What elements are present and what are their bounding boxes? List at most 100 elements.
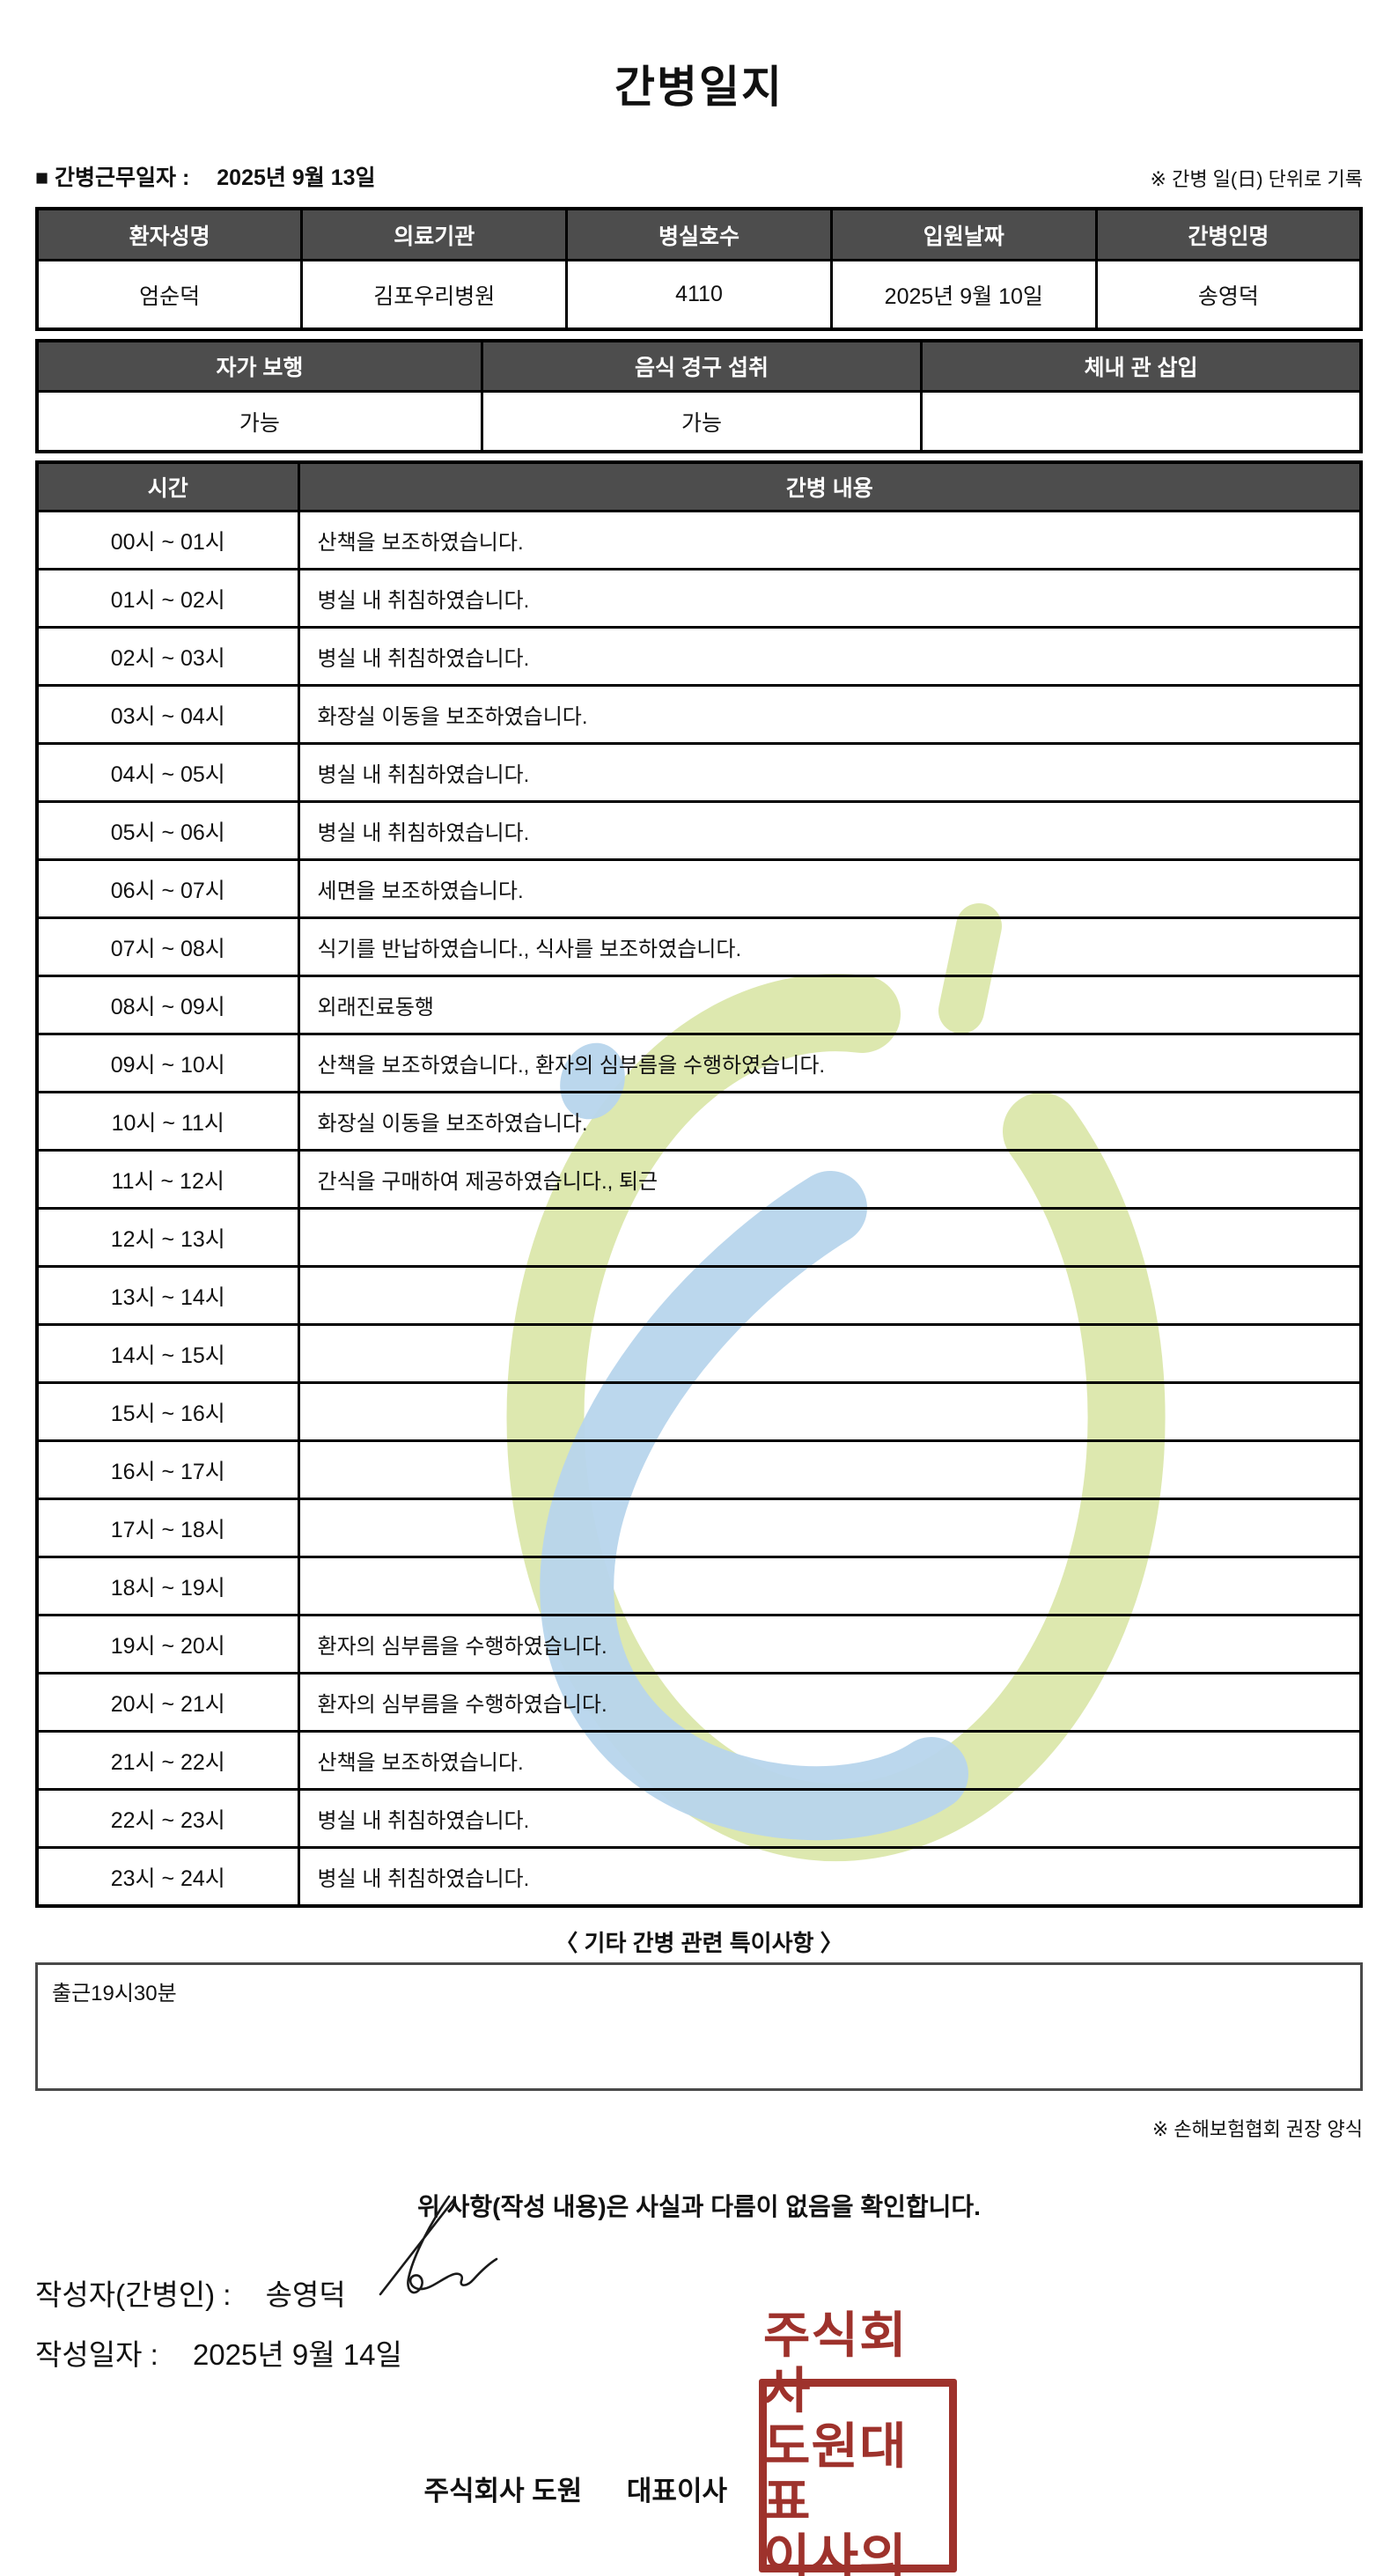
care-content: 병실 내 취침하였습니다. (297, 742, 1363, 803)
confirmation-statement: 위 사항(작성 내용)은 사실과 다름이 없음을 확인합니다. (417, 2193, 981, 2220)
caregiver-name-header: 간병인명 (1094, 207, 1363, 261)
time-slot: 08시 ~ 09시 (35, 975, 300, 1035)
time-slot: 22시 ~ 23시 (35, 1788, 300, 1849)
care-content: 화장실 이동을 보조하였습니다. (297, 684, 1363, 745)
time-slot: 19시 ~ 20시 (35, 1614, 300, 1674)
care-content: 병실 내 취침하였습니다. (297, 568, 1363, 629)
work-date-line: ■ 간병근무일자 : 2025년 9월 13일 (35, 160, 376, 192)
time-slot: 23시 ~ 24시 (35, 1846, 300, 1908)
time-slot: 14시 ~ 15시 (35, 1323, 300, 1384)
care-content (297, 1381, 1363, 1442)
page-title: 간병일지 (614, 63, 784, 112)
time-slot: 21시 ~ 22시 (35, 1730, 300, 1791)
care-log-row: 20시 ~ 21시 환자의 심부름을 수행하였습니다. (35, 1672, 1363, 1733)
status-value-row: 가능 가능 (35, 390, 1363, 453)
care-content (297, 1323, 1363, 1384)
company-name: 주식회사 도원 (423, 2476, 583, 2506)
time-slot: 05시 ~ 06시 (35, 800, 300, 861)
patient-info-table: 환자성명 의료기관 병실호수 입원날짜 간병인명 엄순덕 김포우리병원 4110… (35, 207, 1363, 331)
care-content: 식기를 반납하였습니다., 식사를 보조하였습니다. (297, 916, 1363, 977)
care-log-row: 00시 ~ 01시 산책을 보조하였습니다. (35, 510, 1363, 570)
stamp-text-line: 도원대표 (762, 2420, 908, 2530)
time-slot: 12시 ~ 13시 (35, 1207, 300, 1268)
recommended-form-note: ※ 손해보험협회 권장 양식 (1152, 2118, 1363, 2140)
care-content (297, 1439, 1363, 1500)
time-slot: 16시 ~ 17시 (35, 1439, 300, 1500)
care-content: 세면을 보조하였습니다. (297, 858, 1363, 919)
special-notes-box: 출근19시30분 (35, 1962, 1363, 2091)
care-content: 간식을 구매하여 제공하였습니다., 퇴근 (297, 1149, 1363, 1210)
writer-line: 작성자(간병인) : 송영덕 (35, 2276, 1363, 2315)
care-content (297, 1556, 1363, 1616)
care-log-row: 02시 ~ 03시 병실 내 취침하였습니다. (35, 626, 1363, 687)
time-slot: 11시 ~ 12시 (35, 1149, 300, 1210)
care-log-row: 19시 ~ 20시 환자의 심부름을 수행하였습니다. (35, 1614, 1363, 1674)
care-log-row: 08시 ~ 09시 외래진료동행 (35, 975, 1363, 1035)
care-log-row: 22시 ~ 23시 병실 내 취침하였습니다. (35, 1788, 1363, 1849)
care-log-row: 03시 ~ 04시 화장실 이동을 보조하였습니다. (35, 684, 1363, 745)
care-log-row: 15시 ~ 16시 (35, 1381, 1363, 1442)
care-content: 환자의 심부름을 수행하였습니다. (297, 1614, 1363, 1674)
time-slot: 04시 ~ 05시 (35, 742, 300, 803)
meta-row: ■ 간병근무일자 : 2025년 9월 13일 ※ 간병 일(日) 단위로 기록 (35, 164, 1363, 192)
time-slot: 20시 ~ 21시 (35, 1672, 300, 1733)
care-content: 병실 내 취침하였습니다. (297, 1846, 1363, 1908)
care-content: 병실 내 취침하였습니다. (297, 626, 1363, 687)
writer-name: 송영덕 (265, 2278, 346, 2311)
time-slot: 03시 ~ 04시 (35, 684, 300, 745)
written-date-line: 작성일자 : 2025년 9월 14일 (35, 2336, 1363, 2374)
care-content: 환자의 심부름을 수행하였습니다. (297, 1672, 1363, 1733)
status-header-row: 자가 보행 음식 경구 섭취 체내 관 삽입 (35, 339, 1363, 393)
self-walking-header: 자가 보행 (35, 339, 483, 393)
room-number-value: 4110 (565, 259, 833, 331)
tube-insertion-value (920, 390, 1363, 453)
oral-intake-value: 가능 (480, 390, 923, 453)
care-log-row: 12시 ~ 13시 (35, 1207, 1363, 1268)
tube-insertion-header: 체내 관 삽입 (920, 339, 1363, 393)
care-log-row: 07시 ~ 08시 식기를 반납하였습니다., 식사를 보조하였습니다. (35, 916, 1363, 977)
caregiver-name-value: 송영덕 (1094, 259, 1363, 331)
time-slot: 18시 ~ 19시 (35, 1556, 300, 1616)
work-date-label: ■ 간병근무일자 : (35, 166, 190, 190)
patient-status-table: 자가 보행 음식 경구 섭취 체내 관 삽입 가능 가능 (35, 339, 1363, 453)
time-slot: 00시 ~ 01시 (35, 510, 300, 570)
time-slot: 06시 ~ 07시 (35, 858, 300, 919)
care-log-row: 13시 ~ 14시 (35, 1265, 1363, 1326)
room-number-header: 병실호수 (565, 207, 833, 261)
written-date-label: 작성일자 : (35, 2338, 158, 2371)
care-log-row: 16시 ~ 17시 (35, 1439, 1363, 1500)
care-log-table: 시간 간병 내용 00시 ~ 01시 산책을 보조하였습니다. 01시 ~ 02시… (35, 460, 1363, 1908)
care-log-header-row: 시간 간병 내용 (35, 460, 1363, 512)
care-content: 병실 내 취침하였습니다. (297, 1788, 1363, 1849)
patient-name-value: 엄순덕 (35, 259, 304, 331)
written-date-value: 2025년 9월 14일 (192, 2338, 402, 2371)
time-slot: 02시 ~ 03시 (35, 626, 300, 687)
care-log-row: 21시 ~ 22시 산책을 보조하였습니다. (35, 1730, 1363, 1791)
time-slot: 15시 ~ 16시 (35, 1381, 300, 1442)
care-log-row: 17시 ~ 18시 (35, 1498, 1363, 1558)
care-log-row: 14시 ~ 15시 (35, 1323, 1363, 1384)
patient-name-header: 환자성명 (35, 207, 304, 261)
admission-date-header: 입원날짜 (829, 207, 1098, 261)
time-slot: 09시 ~ 10시 (35, 1033, 300, 1093)
stamp-text-line: 이사의인 (762, 2531, 908, 2576)
ceo-title: 대표이사 (626, 2476, 727, 2506)
care-log-row: 23시 ~ 24시 병실 내 취침하였습니다. (35, 1846, 1363, 1908)
medical-institution-value: 김포우리병원 (300, 259, 569, 331)
care-content: 산책을 보조하였습니다. (297, 1730, 1363, 1791)
writer-label: 작성자(간병인) : (35, 2278, 232, 2311)
oral-intake-header: 음식 경구 섭취 (480, 339, 923, 393)
care-content: 병실 내 취침하였습니다. (297, 800, 1363, 861)
care-content (297, 1498, 1363, 1558)
admission-date-value: 2025년 9월 10일 (829, 259, 1098, 331)
time-slot: 10시 ~ 11시 (35, 1091, 300, 1152)
company-footer: 주식회사 도원 대표이사 주식회사 도원대표 이사의인 (35, 2309, 1363, 2576)
self-walking-value: 가능 (35, 390, 483, 453)
time-header: 시간 (35, 460, 300, 512)
special-notes-content: 출근19시30분 (52, 1982, 177, 2006)
care-log-row: 09시 ~ 10시 산책을 보조하였습니다., 환자의 심부름을 수행하였습니다. (35, 1033, 1363, 1093)
care-content: 화장실 이동을 보조하였습니다. (297, 1091, 1363, 1152)
stamp-text-line: 주식회사 (762, 2309, 908, 2419)
